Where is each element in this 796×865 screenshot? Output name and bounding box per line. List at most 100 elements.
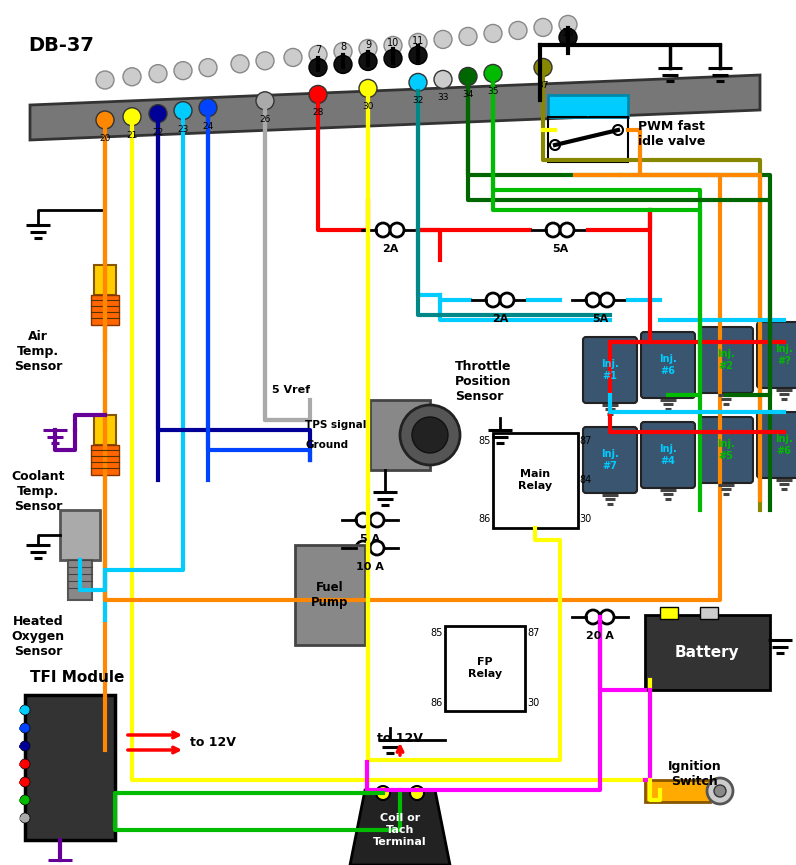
Text: 84: 84 [579, 475, 591, 485]
Circle shape [559, 29, 577, 47]
Circle shape [613, 125, 623, 135]
Text: Main
Relay: Main Relay [518, 469, 552, 490]
Text: 21: 21 [127, 131, 138, 140]
Text: 10 A: 10 A [356, 562, 384, 572]
Circle shape [400, 405, 460, 465]
FancyBboxPatch shape [641, 332, 695, 398]
Text: 2A: 2A [382, 244, 398, 254]
Text: 30: 30 [527, 697, 539, 708]
Text: 35: 35 [487, 87, 499, 96]
Circle shape [376, 786, 390, 800]
Text: TFI Module: TFI Module [30, 670, 124, 685]
Text: 87: 87 [579, 435, 592, 445]
Text: Heated
Oxygen
Sensor: Heated Oxygen Sensor [11, 615, 64, 658]
Polygon shape [350, 790, 450, 865]
Text: Inj.
#7: Inj. #7 [601, 449, 618, 471]
Bar [645, 615, 770, 690]
Text: Inj.
#4: Inj. #4 [659, 445, 677, 465]
Circle shape [309, 46, 327, 63]
Text: 87: 87 [527, 629, 540, 638]
Text: 33: 33 [437, 93, 449, 102]
Text: 10: 10 [387, 38, 399, 48]
FancyBboxPatch shape [641, 422, 695, 488]
Text: Throttle
Position
Sensor: Throttle Position Sensor [455, 360, 512, 403]
Text: 11: 11 [412, 36, 424, 46]
Text: to 12V: to 12V [190, 735, 236, 748]
Text: TPS signal: TPS signal [305, 420, 366, 430]
Polygon shape [30, 75, 760, 140]
Circle shape [20, 723, 30, 733]
Circle shape [550, 140, 560, 150]
Text: FP
Relay: FP Relay [468, 657, 502, 679]
Text: Ground: Ground [305, 440, 348, 450]
Circle shape [409, 47, 427, 64]
Text: Inj.
#6: Inj. #6 [775, 434, 793, 456]
Circle shape [359, 40, 377, 57]
Text: Ignition
Switch: Ignition Switch [668, 760, 722, 788]
Text: PWM fast
idle valve: PWM fast idle valve [638, 120, 705, 148]
Bar [700, 607, 718, 619]
Bar [60, 510, 100, 560]
Circle shape [434, 30, 452, 48]
Circle shape [412, 417, 448, 453]
Circle shape [20, 777, 30, 787]
Circle shape [256, 52, 274, 70]
Text: 26: 26 [259, 115, 271, 124]
Text: 32: 32 [412, 96, 423, 106]
Circle shape [20, 741, 30, 751]
Circle shape [409, 74, 427, 92]
Circle shape [434, 70, 452, 88]
Text: Fuel
Pump: Fuel Pump [311, 581, 349, 609]
Bar [548, 117, 628, 162]
Circle shape [309, 59, 327, 76]
Text: 20: 20 [100, 134, 111, 143]
Bar [68, 560, 92, 600]
Text: 5 Vref: 5 Vref [272, 385, 310, 395]
Text: 5 A: 5 A [360, 534, 380, 544]
Circle shape [20, 795, 30, 805]
Bar [91, 445, 119, 475]
Text: 86: 86 [431, 697, 443, 708]
Circle shape [484, 24, 502, 42]
Circle shape [123, 67, 141, 86]
Text: Coolant
Temp.
Sensor: Coolant Temp. Sensor [11, 470, 64, 513]
Text: 85: 85 [478, 435, 490, 445]
Circle shape [509, 22, 527, 40]
Circle shape [149, 65, 167, 83]
Text: 20 A: 20 A [586, 631, 614, 641]
Bar [25, 695, 115, 840]
Text: DB-37: DB-37 [28, 36, 94, 55]
Text: 30: 30 [362, 102, 374, 112]
Text: Battery: Battery [675, 644, 739, 659]
Circle shape [284, 48, 302, 67]
Circle shape [20, 759, 30, 769]
Circle shape [149, 105, 167, 123]
Text: 22: 22 [152, 128, 164, 137]
Text: 8: 8 [340, 42, 346, 52]
Text: 37: 37 [537, 81, 548, 91]
Circle shape [359, 80, 377, 98]
Text: Inj.
#?: Inj. #? [775, 344, 793, 366]
Bar [548, 95, 628, 117]
Text: 30: 30 [579, 515, 591, 524]
Circle shape [20, 813, 30, 823]
Circle shape [20, 705, 30, 715]
Circle shape [231, 54, 249, 73]
Bar [295, 545, 365, 645]
FancyBboxPatch shape [699, 417, 753, 483]
Text: Inj.
#6: Inj. #6 [659, 354, 677, 375]
Circle shape [334, 55, 352, 74]
FancyBboxPatch shape [583, 427, 637, 493]
Text: 7: 7 [315, 45, 321, 55]
Circle shape [534, 18, 552, 36]
Bar [660, 607, 678, 619]
Circle shape [199, 59, 217, 77]
Circle shape [334, 42, 352, 61]
Circle shape [384, 49, 402, 67]
Bar [493, 432, 578, 528]
Circle shape [384, 36, 402, 54]
Circle shape [714, 785, 726, 797]
Text: Coil or
Tach
Terminal: Coil or Tach Terminal [373, 813, 427, 847]
Bar [445, 625, 525, 710]
Text: 5A: 5A [552, 244, 568, 254]
